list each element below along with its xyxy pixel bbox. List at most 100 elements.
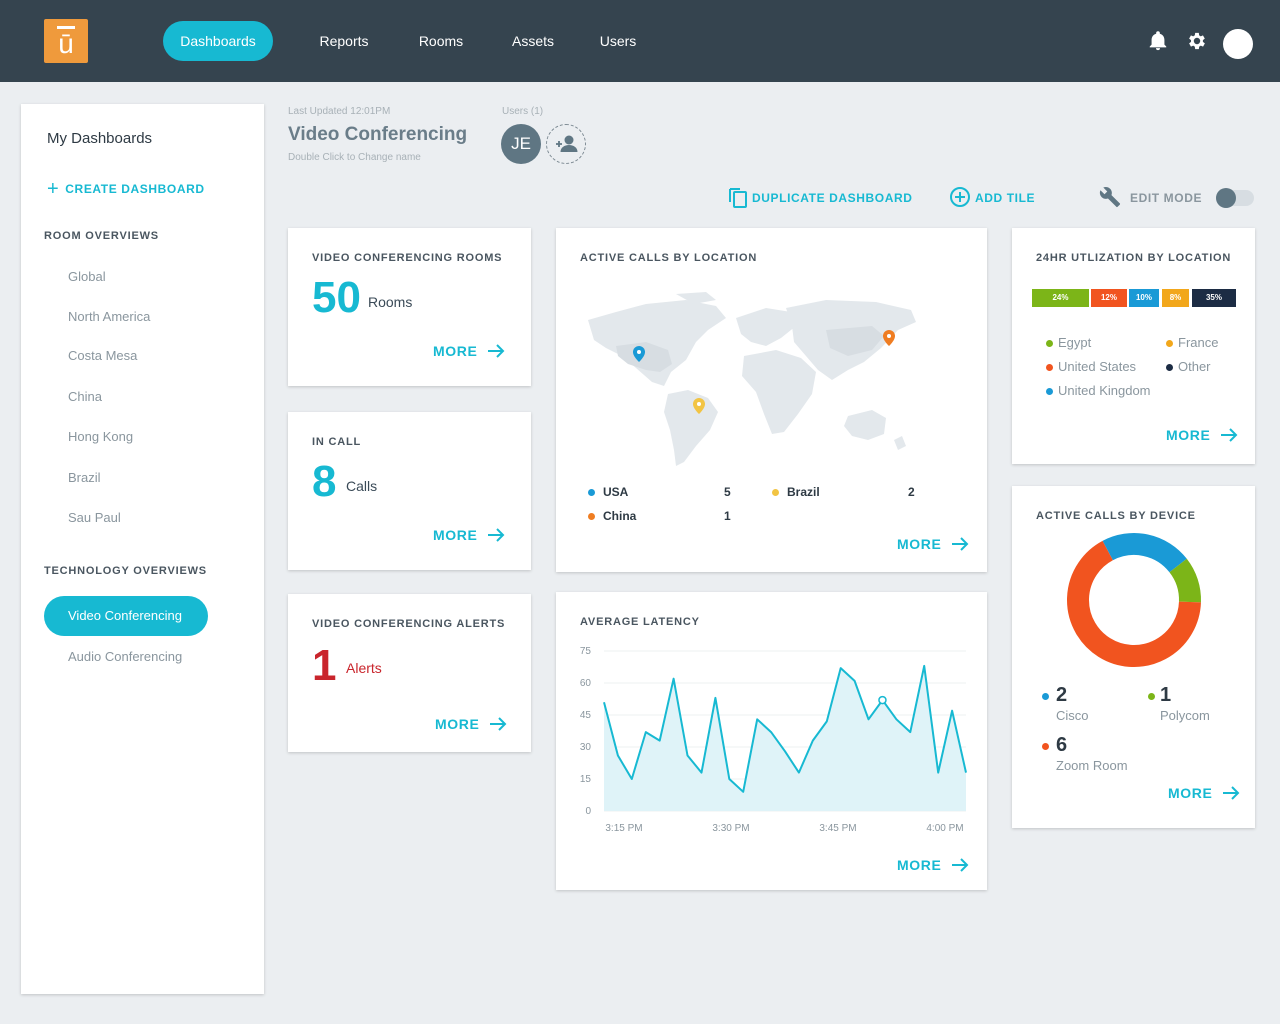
location-legend-brazil: Brazil <box>772 485 820 499</box>
x-tick-label: 3:15 PM <box>605 823 642 834</box>
arrow-right-icon <box>1221 428 1238 442</box>
nav-reports[interactable]: Reports <box>319 33 369 49</box>
users-count-label: Users (1) <box>502 106 544 117</box>
sidebar-item-china[interactable]: China <box>68 389 102 404</box>
top-navigation-bar: ū Dashboards Reports Rooms Assets Users <box>0 0 1280 82</box>
nav-assets[interactable]: Assets <box>511 33 554 49</box>
add-user-icon <box>556 135 578 152</box>
nav-users[interactable]: Users <box>599 33 637 49</box>
more-link[interactable]: MORE <box>435 715 507 733</box>
legend-dot-cisco <box>1042 693 1049 700</box>
arrow-right-icon <box>488 528 505 542</box>
sidebar-item-north-america[interactable]: North America <box>68 309 151 324</box>
donut-slice-polycom <box>1169 558 1201 603</box>
last-updated-label: Last Updated 12:01PM <box>288 106 391 117</box>
device-name-zoom-room: Zoom Room <box>1056 758 1128 773</box>
alerts-count: 1 <box>312 641 337 690</box>
more-link[interactable]: MORE <box>1166 426 1238 444</box>
sidebar-item-global[interactable]: Global <box>68 269 106 284</box>
y-tick-label: 0 <box>585 806 591 817</box>
nav-rooms[interactable]: Rooms <box>418 33 464 49</box>
plus-icon: + <box>47 178 60 200</box>
tile-title: ACTIVE CALLS BY LOCATION <box>580 252 758 264</box>
sidebar-item-video-conferencing[interactable]: Video Conferencing <box>44 596 208 636</box>
duplicate-icon <box>729 188 747 208</box>
arrow-right-icon <box>952 537 969 551</box>
tile-video-conferencing-alerts: VIDEO CONFERENCING ALERTS 1 Alerts MORE <box>288 594 531 752</box>
tile-video-conferencing-rooms: VIDEO CONFERENCING ROOMS 50 Rooms MORE <box>288 228 531 386</box>
location-count-usa: 5 <box>724 485 731 499</box>
legend-dot <box>588 513 595 520</box>
location-legend-china: China <box>588 509 636 523</box>
dashboard-title-hint: Double Click to Change name <box>288 152 421 163</box>
legend-dot <box>772 489 779 496</box>
donut-slice-zoom-room <box>1067 540 1201 667</box>
nav-dashboards[interactable]: Dashboards <box>163 21 273 61</box>
rooms-count: 50 <box>312 273 361 322</box>
latency-area <box>604 665 966 811</box>
x-tick-label: 3:30 PM <box>712 823 749 834</box>
gear-icon[interactable] <box>1186 30 1208 52</box>
wrench-icon <box>1099 187 1121 208</box>
sidebar-item-sau-paul[interactable]: Sau Paul <box>68 510 121 525</box>
more-link[interactable]: MORE <box>433 342 505 360</box>
legend-united-kingdom: United Kingdom <box>1046 383 1151 398</box>
tile-title: AVERAGE LATENCY <box>580 616 700 628</box>
add-circle-icon <box>950 187 970 207</box>
more-link[interactable]: MORE <box>433 526 505 544</box>
user-avatar[interactable] <box>1223 29 1253 59</box>
sidebar-item-hong-kong[interactable]: Hong Kong <box>68 429 134 444</box>
more-link[interactable]: MORE <box>897 856 969 874</box>
y-tick-label: 45 <box>580 710 592 721</box>
legend-united-states: United States <box>1046 359 1136 374</box>
edit-mode-toggle[interactable] <box>1216 188 1254 208</box>
rooms-unit: Rooms <box>368 294 413 310</box>
bell-icon[interactable] <box>1147 30 1169 52</box>
sidebar-item-costa-mesa[interactable]: Costa Mesa <box>68 348 138 363</box>
more-link[interactable]: MORE <box>897 535 969 553</box>
legend-france: France <box>1166 335 1218 350</box>
dashboard-title[interactable]: Video Conferencing <box>288 124 468 145</box>
user-avatar-je[interactable]: JE <box>501 124 541 164</box>
map-pin-china-icon[interactable] <box>883 330 895 346</box>
latency-line <box>603 664 967 793</box>
add-user-button[interactable] <box>546 124 586 164</box>
utilization-segment-france: 8% <box>1162 289 1189 307</box>
device-name-cisco: Cisco <box>1056 708 1089 723</box>
donut-slice-cisco <box>1102 533 1187 573</box>
tile-24hr-utilization: 24HR UTLIZATION BY LOCATION 24% 12% 10% … <box>1012 228 1255 464</box>
duplicate-dashboard-button[interactable]: DUPLICATE DASHBOARD <box>728 186 913 210</box>
location-legend-usa: USA <box>588 485 628 499</box>
sidebar-item-audio-conferencing[interactable]: Audio Conferencing <box>68 649 183 664</box>
device-count-polycom: 1 <box>1160 684 1172 706</box>
calls-unit: Calls <box>346 478 378 494</box>
technology-overviews-heading: TECHNOLOGY OVERVIEWS <box>44 565 207 577</box>
tile-in-call: IN CALL 8 Calls MORE <box>288 412 531 570</box>
tile-title: VIDEO CONFERENCING ROOMS <box>312 252 503 264</box>
tile-active-calls-by-device: ACTIVE CALLS BY DEVICE 2 Cisco 1 Polycom… <box>1012 486 1255 828</box>
device-name-polycom: Polycom <box>1160 708 1210 723</box>
y-tick-label: 30 <box>580 742 592 753</box>
create-dashboard-button[interactable]: + CREATE DASHBOARD <box>47 178 205 200</box>
utilization-segment-egypt: 24% <box>1032 289 1089 307</box>
location-count-china: 1 <box>724 509 731 523</box>
sidebar-title: My Dashboards <box>47 130 153 147</box>
y-tick-label: 15 <box>580 774 592 785</box>
sidebar-item-brazil[interactable]: Brazil <box>68 470 101 485</box>
arrow-right-icon <box>490 717 507 731</box>
data-point <box>878 695 887 705</box>
y-tick-label: 60 <box>580 678 592 689</box>
tile-title: ACTIVE CALLS BY DEVICE <box>1036 510 1196 522</box>
tile-title: 24HR UTLIZATION BY LOCATION <box>1036 252 1232 264</box>
add-tile-button[interactable]: ADD TILE <box>949 186 1035 210</box>
legend-dot <box>588 489 595 496</box>
map-pin-brazil-icon[interactable] <box>693 398 705 414</box>
edit-mode-label: EDIT MODE <box>1098 186 1202 210</box>
legend-dot-zoom-room <box>1042 743 1049 750</box>
map-pin-usa-icon[interactable] <box>633 346 645 362</box>
app-logo[interactable]: ū <box>44 19 88 63</box>
x-tick-label: 4:00 PM <box>926 823 963 834</box>
sidebar: My Dashboards + CREATE DASHBOARD ROOM OVE… <box>21 104 264 994</box>
tile-title: VIDEO CONFERENCING ALERTS <box>312 618 506 630</box>
more-link[interactable]: MORE <box>1168 784 1240 802</box>
